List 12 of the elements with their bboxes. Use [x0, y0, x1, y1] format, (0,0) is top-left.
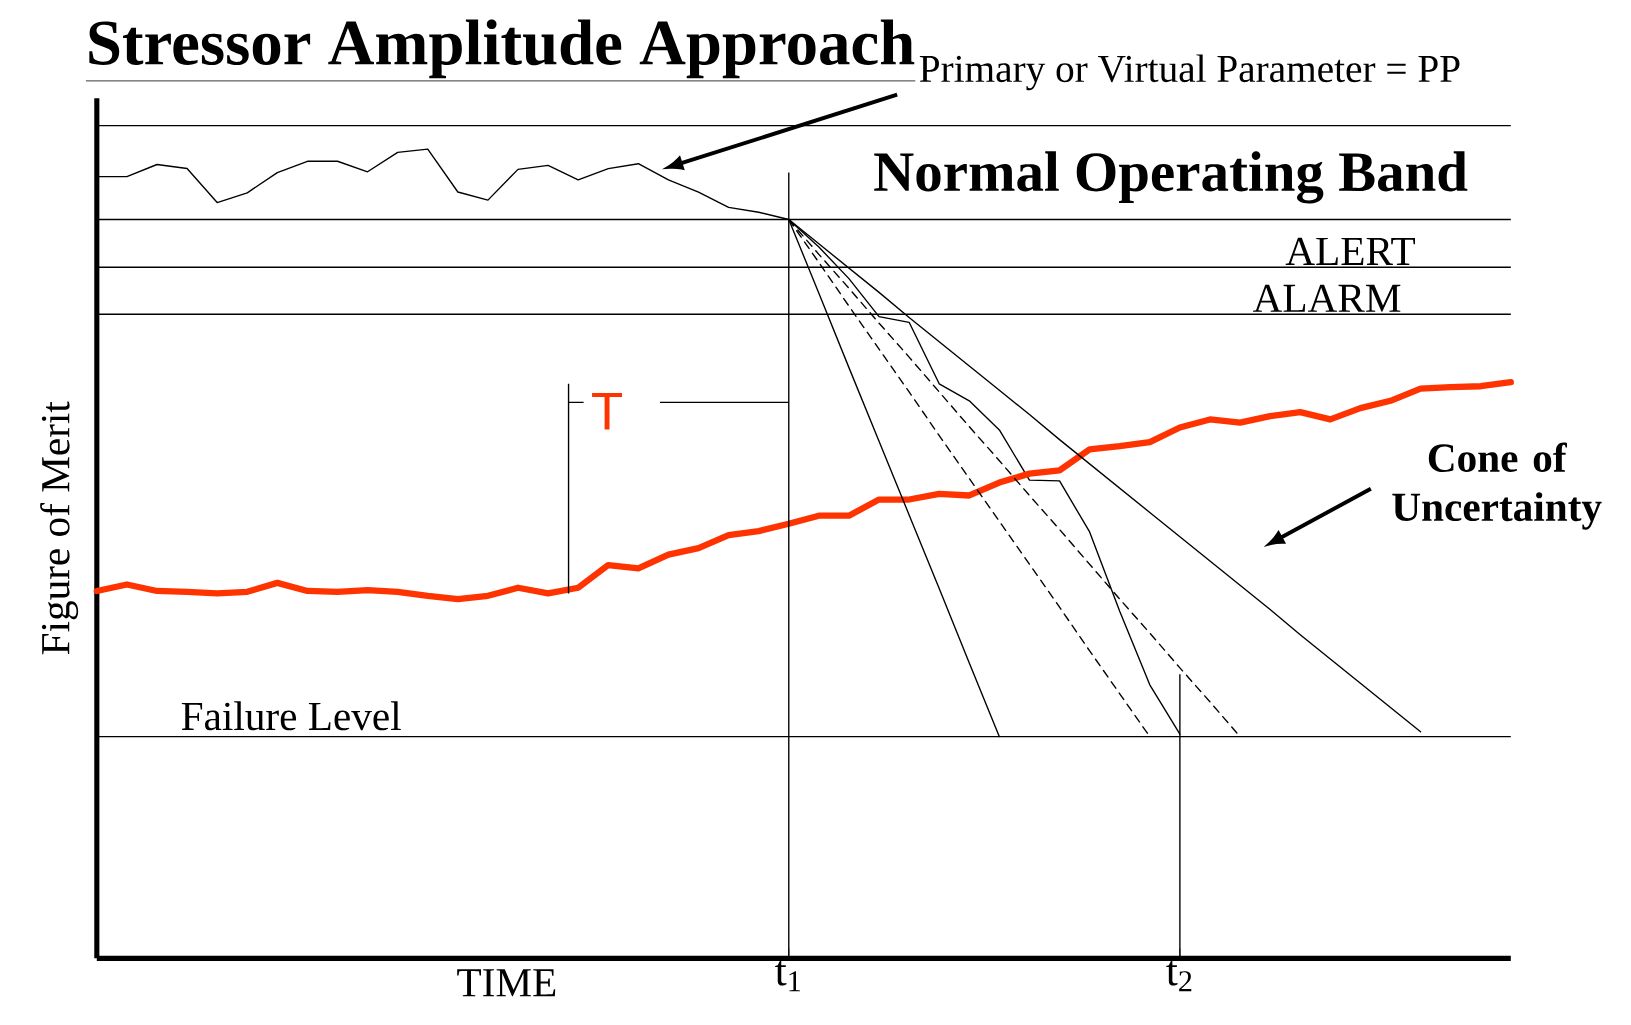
ref-line-label: ALERT	[1285, 237, 1416, 265]
y-axis-title: Figure of Merit	[40, 401, 79, 655]
x-axis-title: TIME	[457, 969, 556, 997]
ref-line-label: Normal Operating Band	[874, 151, 1468, 204]
annotation: T	[592, 393, 623, 430]
x-tick-label: t$_{2}$	[1166, 960, 1192, 992]
text: Primary or Virtual Parameter = PP	[919, 54, 1460, 91]
chart-title: Stressor Amplitude Approach	[89, 19, 915, 79]
x-tick-label: t$_{1}$	[775, 960, 801, 992]
ref-line-label: ALARM	[1253, 284, 1401, 312]
ref-line-label: Failure Level	[181, 701, 401, 731]
annotation: Cone of Uncertainty	[1392, 442, 1602, 530]
